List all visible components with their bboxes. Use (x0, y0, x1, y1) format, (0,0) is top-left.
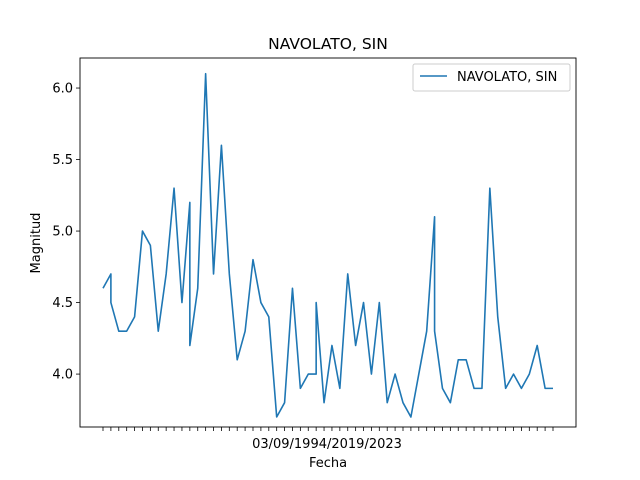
y-tick-label: 4.5 (52, 296, 73, 311)
y-tick-label: 5.5 (52, 153, 73, 168)
x-axis-ticks (102, 427, 554, 431)
legend: NAVOLATO, SIN (412, 63, 571, 92)
legend-entry-label: NAVOLATO, SIN (457, 70, 557, 85)
y-axis-label: Magnitud (29, 213, 44, 274)
y-tick-label: 6.0 (52, 82, 73, 97)
legend-box (412, 63, 571, 92)
y-axis-ticks: 4.0 4.5 5.0 5.5 6.0 (52, 82, 80, 383)
plot-frame (79, 57, 577, 428)
chart-title: NAVOLATO, SIN (268, 35, 388, 53)
x-axis-label: Fecha (309, 456, 347, 471)
y-tick-label: 4.0 (52, 368, 73, 383)
series-line-navolato (102, 72, 553, 418)
x-tick-label-overlap: 03/09/1994/2019/2023 (252, 437, 402, 452)
y-tick-label: 5.0 (52, 225, 73, 240)
